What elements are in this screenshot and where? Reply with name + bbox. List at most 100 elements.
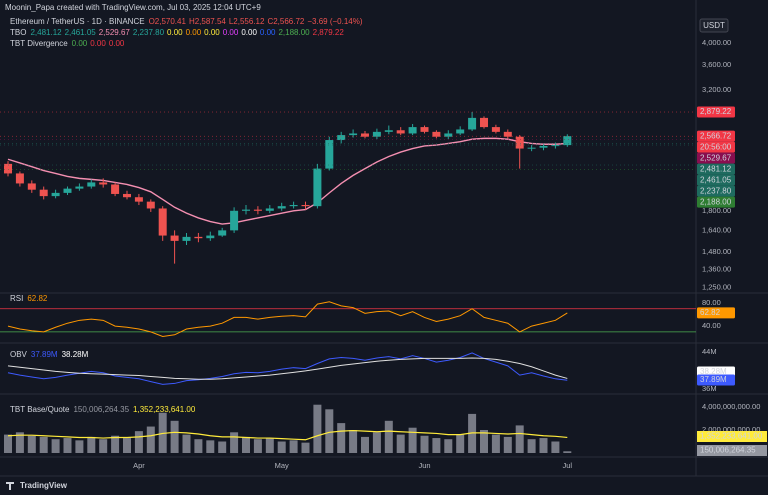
- legend-value: O2,570.41: [149, 17, 187, 26]
- volume-bar: [551, 441, 560, 453]
- price-label: 20:56:00: [700, 142, 732, 151]
- volume-bar: [194, 439, 203, 453]
- price-label-bg: [697, 445, 767, 456]
- volume-bar: [242, 436, 250, 453]
- candle-body: [372, 131, 381, 137]
- y-tick-label: 3,200.00: [702, 85, 731, 94]
- series-line: [7, 357, 568, 380]
- legend-value: −3.69 (−0.14%): [307, 17, 362, 26]
- candle-body: [134, 197, 143, 202]
- y-tick-label: 36M: [702, 384, 717, 393]
- volume-bar: [480, 430, 488, 453]
- y-tick-label: 4,000,000,000.00: [702, 402, 760, 411]
- candle-body: [551, 145, 560, 147]
- candle-body: [444, 133, 453, 137]
- candle-body: [527, 147, 536, 149]
- legend-value: 0.00: [167, 28, 183, 37]
- series-line: [7, 301, 568, 338]
- candle-body: [170, 235, 179, 241]
- y-tick-label: 1,250.00: [702, 282, 731, 291]
- price-label: 62.82: [700, 308, 721, 317]
- volume-bar: [396, 434, 405, 453]
- legend-value: 0.00: [241, 28, 257, 37]
- legend-value: 2,188.00: [278, 28, 310, 37]
- volume-bar: [87, 436, 96, 453]
- volume-bar: [384, 420, 393, 453]
- candle-body: [289, 205, 298, 207]
- legend-value: 0.00: [204, 28, 220, 37]
- legend-value: C2,566.72: [267, 17, 304, 26]
- volume-bar: [503, 436, 512, 453]
- price-label: 2,461.05: [700, 175, 732, 184]
- volume-bar: [515, 425, 524, 453]
- price-label-bg: [697, 307, 735, 319]
- candle-body: [503, 131, 512, 137]
- currency-button[interactable]: [699, 18, 729, 33]
- volume-bar: [230, 432, 239, 453]
- candle-body: [277, 206, 286, 209]
- logo-icon: [6, 482, 14, 490]
- legend-value: H2,587.54: [189, 17, 226, 26]
- legend-value: 0.00: [90, 39, 106, 48]
- volume-bar: [75, 440, 84, 453]
- volume-bar: [325, 409, 334, 453]
- volume-bar: [456, 434, 465, 453]
- legend-value: 2,879.22: [313, 28, 345, 37]
- candle-body: [75, 186, 84, 189]
- y-tick-label: 1,800.00: [702, 206, 731, 215]
- legend-value: 0.00: [72, 39, 88, 48]
- price-label: 2,237.80: [700, 186, 732, 195]
- candle-body: [4, 163, 12, 174]
- candle-body: [396, 130, 405, 134]
- candle-body: [194, 236, 203, 239]
- volume-bar: [15, 432, 24, 453]
- volume-bar: [408, 427, 417, 453]
- candle-body: [515, 136, 524, 149]
- candle-body: [337, 135, 346, 141]
- price-label-bg: [697, 163, 735, 175]
- candle-body: [206, 235, 215, 239]
- volume-bar: [444, 439, 453, 453]
- price-label: 2,879.22: [700, 107, 732, 116]
- volume-bar: [27, 435, 36, 453]
- candle-body: [123, 193, 131, 198]
- series-line: [7, 429, 568, 441]
- candle-body: [182, 236, 191, 241]
- y-tick-label: 1,480.00: [702, 247, 731, 256]
- volume-bar: [253, 439, 262, 453]
- volume-legend: TBT Base/Quote 150,006,264.35 1,352,233,64…: [10, 405, 196, 414]
- volume-bar: [111, 435, 120, 453]
- volume-bar: [313, 404, 322, 453]
- y-tick-label: 1,640.00: [702, 225, 731, 234]
- candle-body: [99, 182, 108, 185]
- candle-body: [15, 173, 24, 184]
- legend-line: TBT Divergence 0.00 0.00 0.00: [10, 39, 125, 48]
- price-label: 38.28M: [700, 367, 727, 376]
- legend-value: 1,352,233,641.00: [133, 405, 196, 414]
- y-tick-label: 3,600.00: [702, 60, 731, 69]
- candle-body: [325, 140, 334, 169]
- obv-legend: OBV 37.89M 38.28M: [10, 350, 89, 359]
- volume-bar: [349, 430, 358, 453]
- candle-body: [408, 127, 417, 134]
- volume-bar: [4, 434, 12, 453]
- y-tick-label: 1,360.00: [702, 265, 731, 274]
- candle-body: [230, 210, 239, 231]
- legend-value: 2,237.80: [133, 28, 165, 37]
- candle-body: [420, 127, 429, 132]
- candle-body: [146, 201, 155, 209]
- legend-value: 150,006,264.35: [73, 405, 129, 414]
- candle-body: [253, 209, 262, 211]
- x-tick-label: Jun: [418, 461, 430, 470]
- x-tick-label: Apr: [133, 461, 145, 470]
- legend-value: 2,481.12: [30, 28, 62, 37]
- candle-body: [265, 208, 274, 211]
- currency[interactable]: USDT: [703, 21, 725, 30]
- candle-body: [158, 208, 167, 236]
- legend-value: 0.00: [109, 39, 125, 48]
- volume-bar: [491, 434, 500, 453]
- candle-body: [27, 183, 36, 190]
- volume-bar: [432, 438, 441, 453]
- candle-body: [111, 184, 120, 194]
